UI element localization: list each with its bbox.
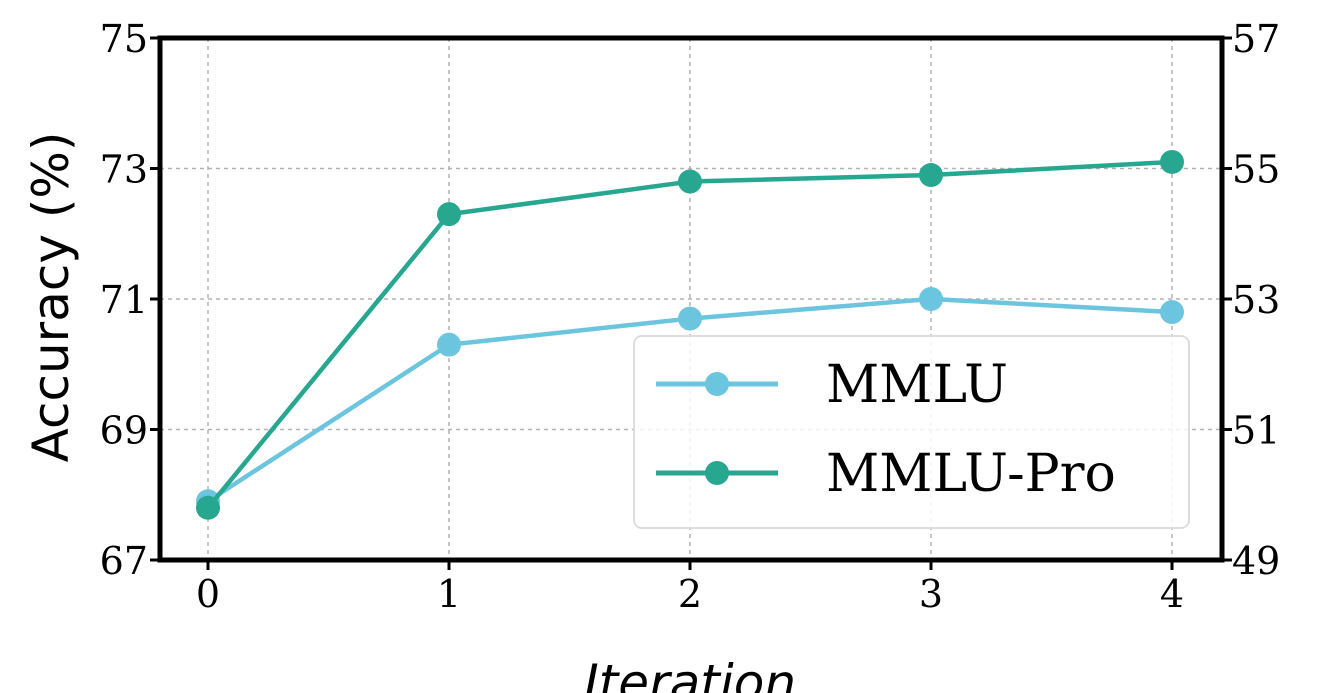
data-point-mmlu-pro-3 <box>919 163 943 188</box>
x-tick-label-2: 2 <box>678 572 702 616</box>
y-tick-label-right-4: 57 <box>1232 17 1280 61</box>
data-point-mmlu-pro-2 <box>678 169 702 194</box>
data-point-mmlu-pro-4 <box>1160 149 1184 174</box>
y-axis-label: Accuracy (%) <box>22 132 80 463</box>
y-tick-label-left-1: 69 <box>100 409 148 453</box>
data-point-mmlu-pro-1 <box>437 202 461 227</box>
x-tick-labels: 0 1 2 3 4 <box>196 560 1184 616</box>
x-tick-label-3: 3 <box>919 572 943 616</box>
legend: MMLU MMLU-Pro <box>633 335 1190 529</box>
y-tick-label-left-4: 75 <box>100 17 148 61</box>
y-tick-label-left-0: 67 <box>100 539 148 583</box>
x-tick-label-4: 4 <box>1160 572 1184 616</box>
series-layer <box>196 149 1184 520</box>
legend-marker-mmlu <box>705 372 729 396</box>
y-tick-label-right-0: 49 <box>1232 539 1280 583</box>
y-tick-labels-left: 67 69 71 73 75 <box>100 17 160 583</box>
legend-label-mmlu-pro: MMLU-Pro <box>826 444 1116 504</box>
y-tick-label-right-3: 55 <box>1232 148 1280 192</box>
x-axis-label: Iteration <box>584 654 796 693</box>
x-tick-label-0: 0 <box>196 572 220 616</box>
data-point-mmlu-2 <box>678 306 702 331</box>
y-tick-label-left-3: 73 <box>100 148 148 192</box>
data-point-mmlu-pro-0 <box>196 495 220 520</box>
data-point-mmlu-3 <box>919 287 943 311</box>
y-tick-label-right-2: 53 <box>1232 278 1280 322</box>
x-tick-label-1: 1 <box>437 572 461 616</box>
legend-label-mmlu: MMLU <box>826 355 1008 415</box>
data-point-mmlu-1 <box>437 332 461 357</box>
data-point-mmlu-4 <box>1160 300 1184 325</box>
legend-marker-mmlu-pro <box>705 461 729 485</box>
y-tick-label-left-2: 71 <box>100 278 148 322</box>
y-tick-labels-right: 49 51 53 55 57 <box>1222 17 1280 583</box>
y-tick-label-right-1: 51 <box>1232 409 1280 453</box>
